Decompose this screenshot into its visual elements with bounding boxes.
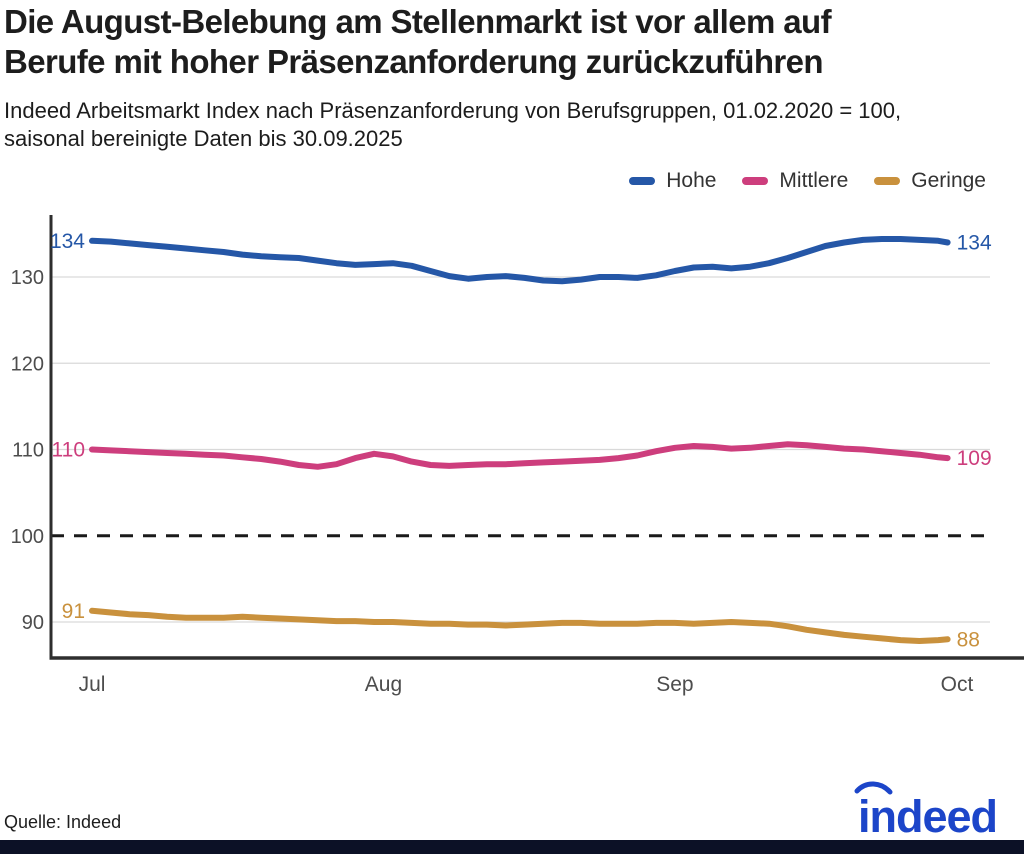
title-line-2: Berufe mit hoher Präsenzanforderung zurü… [4, 43, 824, 80]
x-tick-aug: Aug [365, 673, 402, 696]
legend-swatch-geringe [874, 177, 901, 185]
line-geringe [89, 607, 951, 644]
y-tick-100: 100 [11, 526, 44, 548]
y-tick-120: 120 [11, 353, 44, 375]
legend-item-geringe: Geringe [874, 169, 986, 193]
x-tick-oct: Oct [941, 673, 974, 696]
label-end-mittlere: 109 [957, 447, 992, 470]
legend-label-hohe: Hohe [666, 169, 717, 192]
legend-item-mittlere: Mittlere [742, 169, 848, 193]
legend-label-geringe: Geringe [911, 169, 986, 192]
chart-canvas: 130 120 110 100 90 Jul Aug Sep Oct 134 134 110 109 91… [11, 215, 1024, 696]
y-tick-110: 110 [12, 440, 44, 462]
legend-swatch-hohe [629, 177, 656, 185]
legend-item-hohe: Hohe [629, 169, 716, 193]
subtitle-line-2: saisonal bereinigte Daten bis 30.09.2025 [4, 126, 403, 151]
chart-subtitle: Indeed Arbeitsmarkt Index nach Präsenzan… [4, 97, 1024, 153]
subtitle-line-1: Indeed Arbeitsmarkt Index nach Präsenzan… [4, 98, 902, 123]
indeed-logo-arc-icon [854, 781, 893, 795]
x-tick-jul: Jul [79, 673, 106, 696]
legend-label-mittlere: Mittlere [779, 169, 849, 192]
page-title: Die August-Belebung am Stellenmarkt ist … [4, 2, 1020, 82]
source-note: Quelle: Indeed [4, 812, 122, 832]
line-hohe [89, 236, 951, 285]
indeed-logo-text: indeed [858, 791, 997, 838]
label-start-hohe: 134 [50, 230, 85, 253]
label-end-hohe: 134 [957, 232, 992, 255]
x-tick-sep: Sep [656, 673, 693, 696]
label-end-geringe: 88 [957, 628, 980, 651]
label-start-mittlere: 110 [52, 439, 85, 462]
indeed-logo-graphic: indeed [854, 781, 998, 842]
bottom-brand-bar [0, 840, 1024, 854]
title-line-1: Die August-Belebung am Stellenmarkt ist … [4, 3, 832, 40]
indeed-logo: indeed [854, 780, 1014, 842]
y-tick-90: 90 [22, 612, 44, 634]
label-start-geringe: 91 [62, 600, 85, 623]
chart-area: 130 120 110 100 90 Jul Aug Sep Oct 134 134 110 109 91… [11, 215, 1024, 696]
y-tick-130: 130 [11, 267, 44, 289]
chart-legend: Hohe Mittlere Geringe [629, 169, 986, 193]
line-mittlere [89, 441, 951, 470]
legend-swatch-mittlere [742, 177, 769, 185]
